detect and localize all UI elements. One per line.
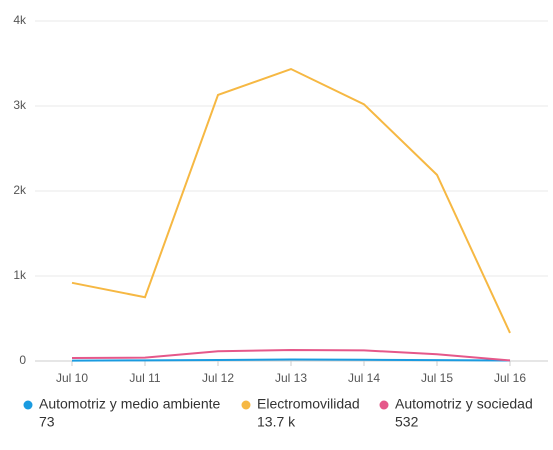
legend-total: 532 (395, 414, 419, 430)
x-tick-label: Jul 10 (56, 371, 88, 385)
y-tick-label: 1k (13, 268, 27, 282)
legend-total: 73 (39, 414, 55, 430)
series-line (71, 67, 511, 334)
y-tick-label: 2k (13, 183, 27, 197)
x-tick-label: Jul 12 (202, 371, 234, 385)
series-line (71, 348, 511, 362)
x-tick-label: Jul 13 (275, 371, 307, 385)
legend-label: Electromovilidad (257, 396, 360, 412)
x-tick-label: Jul 11 (129, 371, 160, 385)
series-line (71, 358, 511, 362)
x-tick-label: Jul 16 (494, 371, 526, 385)
legend-dot (241, 400, 251, 410)
y-tick-label: 0 (19, 353, 26, 367)
legend-dot (379, 400, 389, 410)
y-tick-label: 3k (13, 98, 27, 112)
x-tick-label: Jul 14 (348, 371, 380, 385)
legend-dot (23, 400, 33, 410)
legend-item[interactable]: Electromovilidad 13.7 k (241, 396, 360, 430)
legend-item[interactable]: Automotriz y medio ambiente 73 (23, 396, 221, 430)
legend-label: Automotriz y medio ambiente (39, 396, 221, 412)
y-tick-label: 4k (13, 13, 27, 27)
legend-label: Automotriz y sociedad (395, 396, 533, 412)
x-tick-label: Jul 15 (421, 371, 453, 385)
legend-item[interactable]: Automotriz y sociedad 532 (379, 396, 533, 430)
legend-total: 13.7 k (257, 414, 296, 430)
